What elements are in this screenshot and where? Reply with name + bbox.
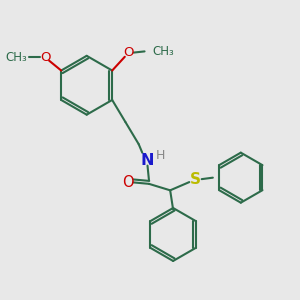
- Text: N: N: [141, 153, 154, 168]
- Text: CH₃: CH₃: [153, 45, 175, 58]
- Text: H: H: [156, 148, 165, 161]
- Text: CH₃: CH₃: [6, 51, 27, 64]
- Text: O: O: [40, 51, 50, 64]
- Text: O: O: [122, 175, 134, 190]
- Text: O: O: [124, 46, 134, 59]
- Text: S: S: [190, 172, 201, 187]
